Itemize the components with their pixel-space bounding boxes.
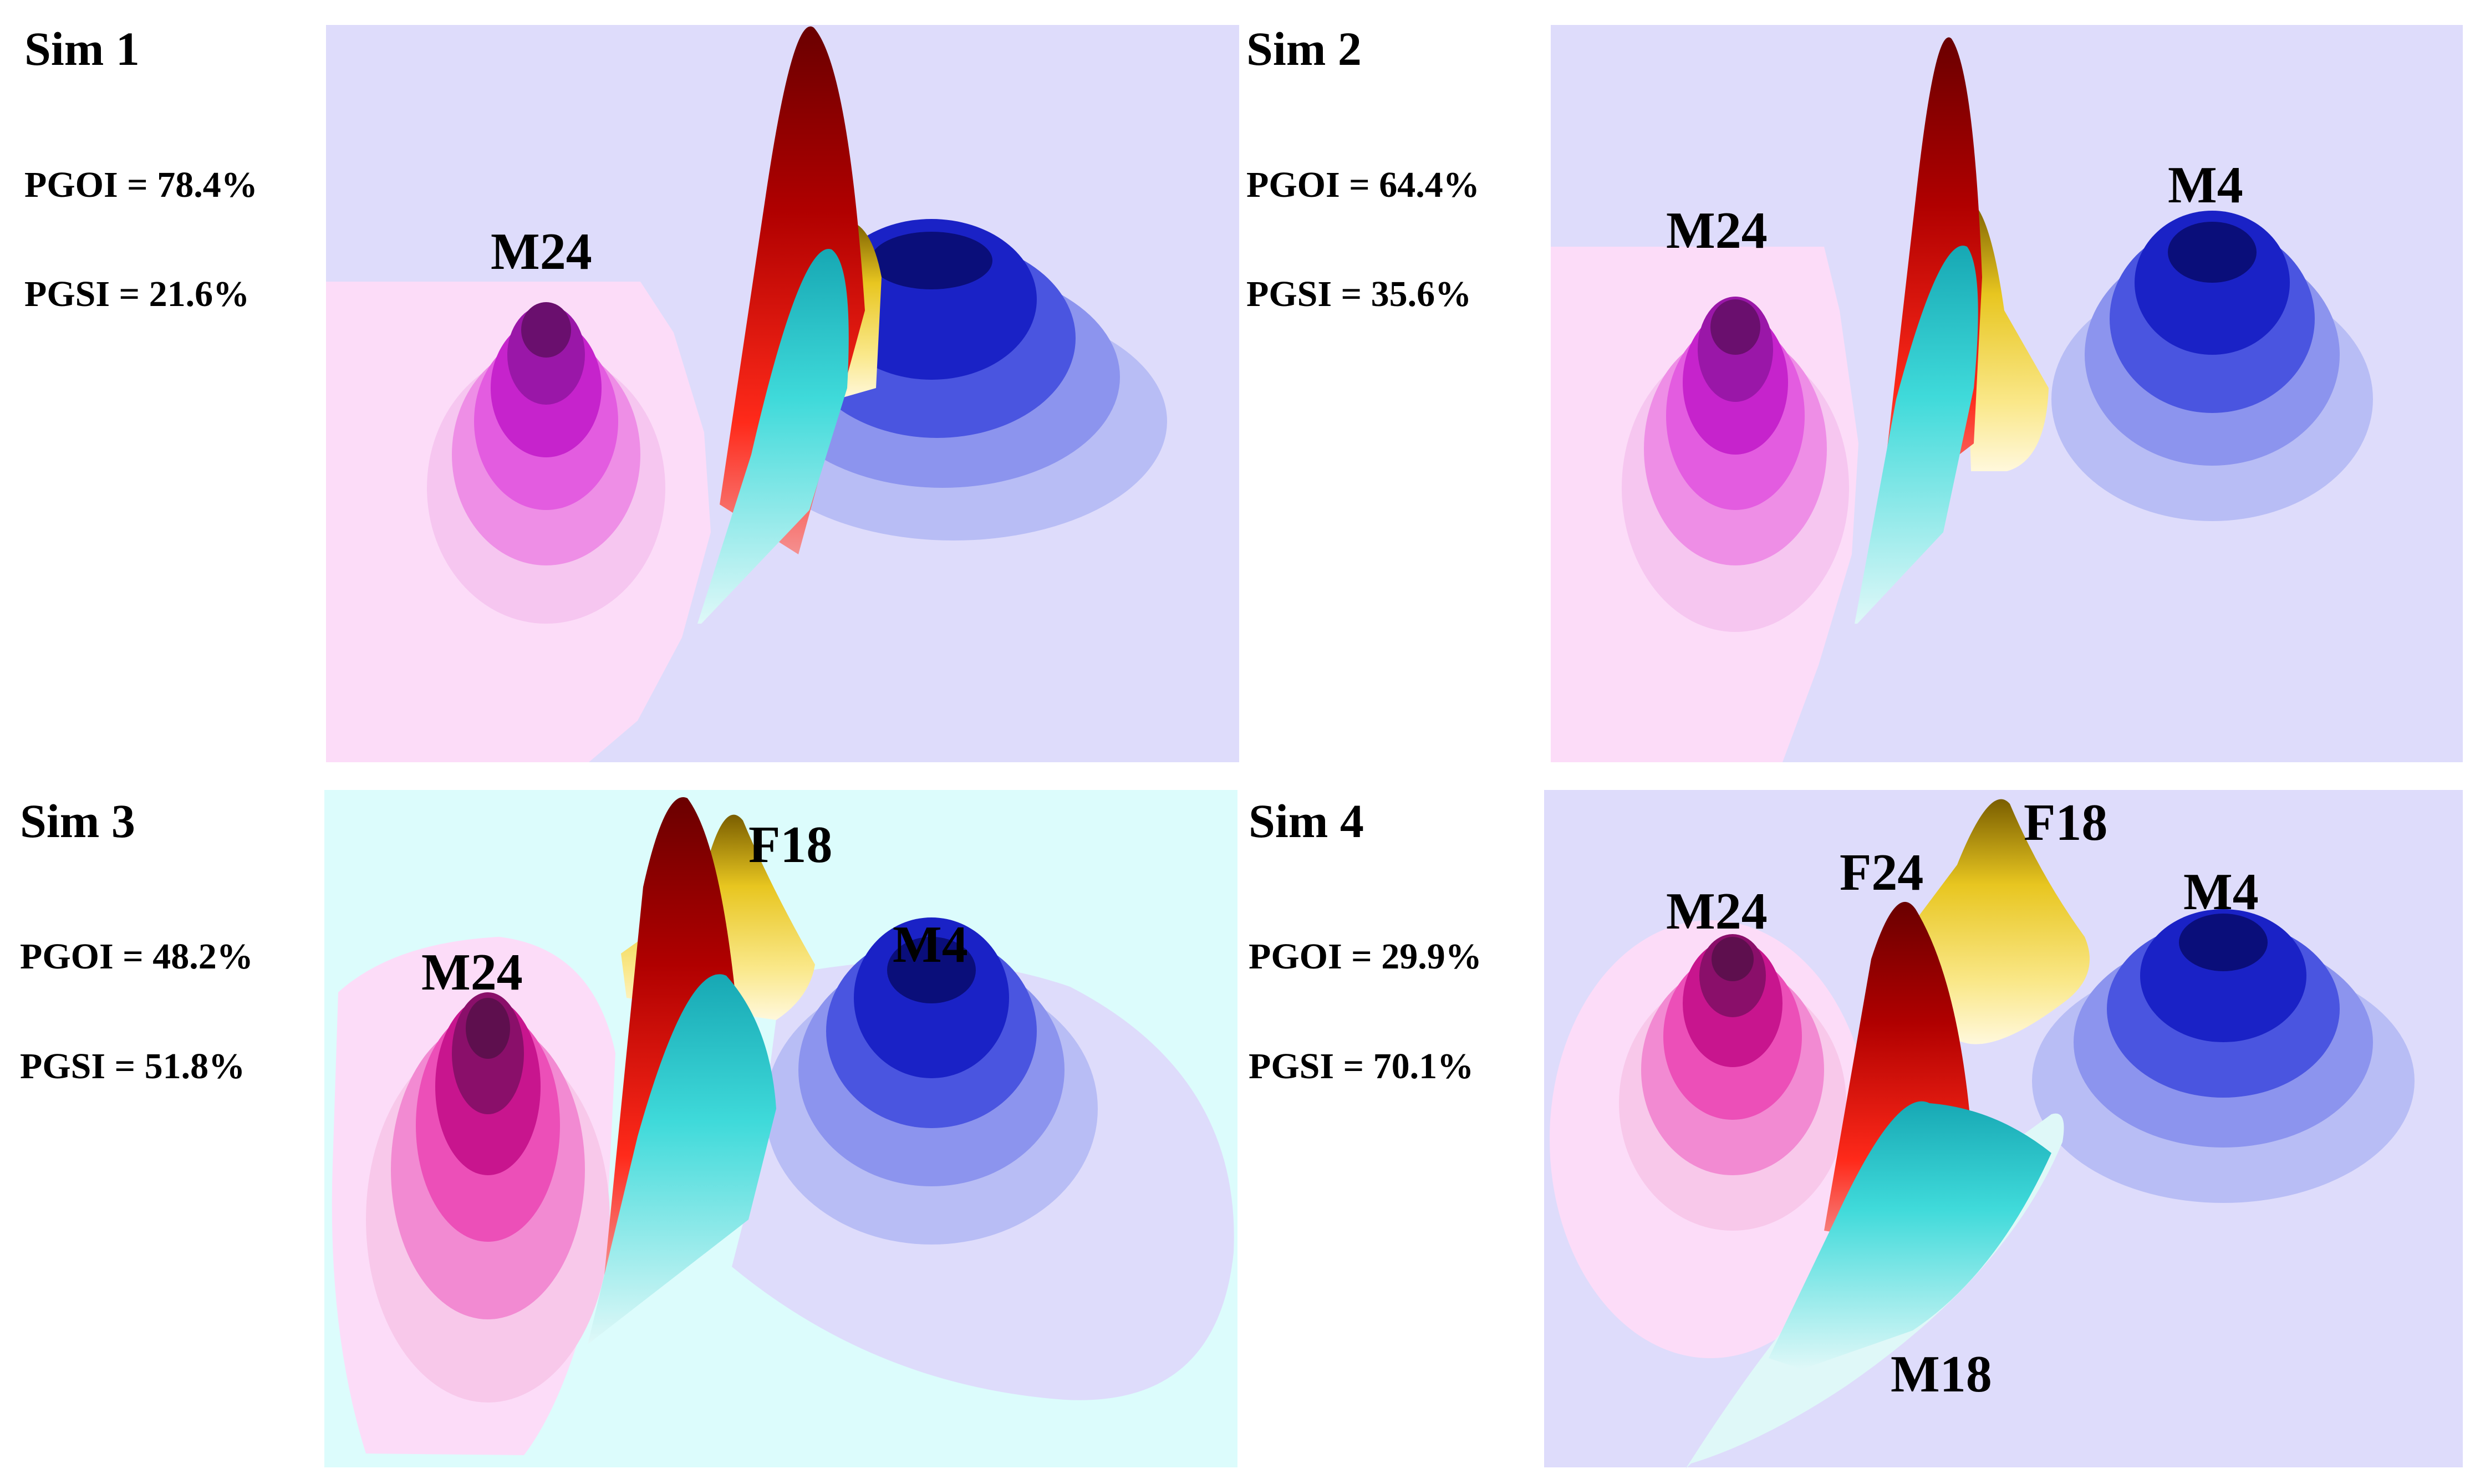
peak-label-f24: F24: [1840, 844, 1923, 901]
pgoi-value: PGOI = 64.4%: [1246, 165, 1480, 205]
m24-peak: [1622, 297, 1849, 632]
m18-peak: [1769, 1101, 2051, 1369]
m24-peak: [427, 302, 665, 624]
peak-label-m4: M4: [893, 916, 968, 973]
panel-sim-3: Sim 3 PGOI = 48.2% PGSI = 51.8% M4 M24: [20, 790, 1237, 1467]
peak-label-m24: M24: [1666, 202, 1768, 259]
sim-title: Sim 4: [1249, 794, 1364, 848]
sim-title: Sim 1: [24, 22, 140, 75]
sim-title: Sim 2: [1246, 22, 1362, 75]
sim-title: Sim 3: [20, 794, 135, 848]
f18-peak: [1963, 199, 2049, 471]
peak-label-f18: F18: [748, 816, 832, 874]
pgoi-value: PGOI = 29.9%: [1249, 936, 1482, 977]
m18-peak: [697, 249, 849, 624]
pgsi-value: PGSI = 35.6%: [1246, 274, 1471, 314]
m4-peak: [2032, 909, 2415, 1203]
peak-label-m18: M18: [1891, 1345, 1992, 1403]
peak-label-m24: M24: [421, 944, 523, 1001]
m4-peak: [740, 219, 1167, 540]
peak-label-m24: M24: [1666, 883, 1768, 940]
pgoi-value: PGOI = 48.2%: [20, 936, 253, 977]
m18-peak: [1855, 246, 1978, 624]
pgoi-value: PGOI = 78.4%: [24, 165, 258, 205]
peak-label-m24: M24: [491, 223, 592, 281]
m4-peak: [765, 917, 1098, 1245]
peak-label-m4: M4: [2168, 156, 2243, 214]
m24-peak: [366, 992, 610, 1403]
peak-label-m4: M4: [2183, 863, 2259, 921]
panel-sim-1: Sim 1 PGOI = 78.4% PGSI = 21.6% M24: [24, 22, 1239, 762]
panel-sim-2: Sim 2 PGOI = 64.4% PGSI = 35.6% M24 M4: [1246, 22, 2463, 762]
peak-label-f18: F18: [2024, 794, 2107, 851]
m4-peak: [2051, 211, 2373, 521]
panel-sim-4: Sim 4 PGOI = 29.9% PGSI = 70.1% M24 M4 F…: [1249, 790, 2463, 1469]
pgsi-value: PGSI = 21.6%: [24, 274, 249, 314]
m18-peak: [588, 974, 776, 1344]
pgsi-value: PGSI = 70.1%: [1249, 1046, 1474, 1087]
pgsi-value: PGSI = 51.8%: [20, 1046, 245, 1087]
m24-peak: [1619, 934, 1846, 1231]
